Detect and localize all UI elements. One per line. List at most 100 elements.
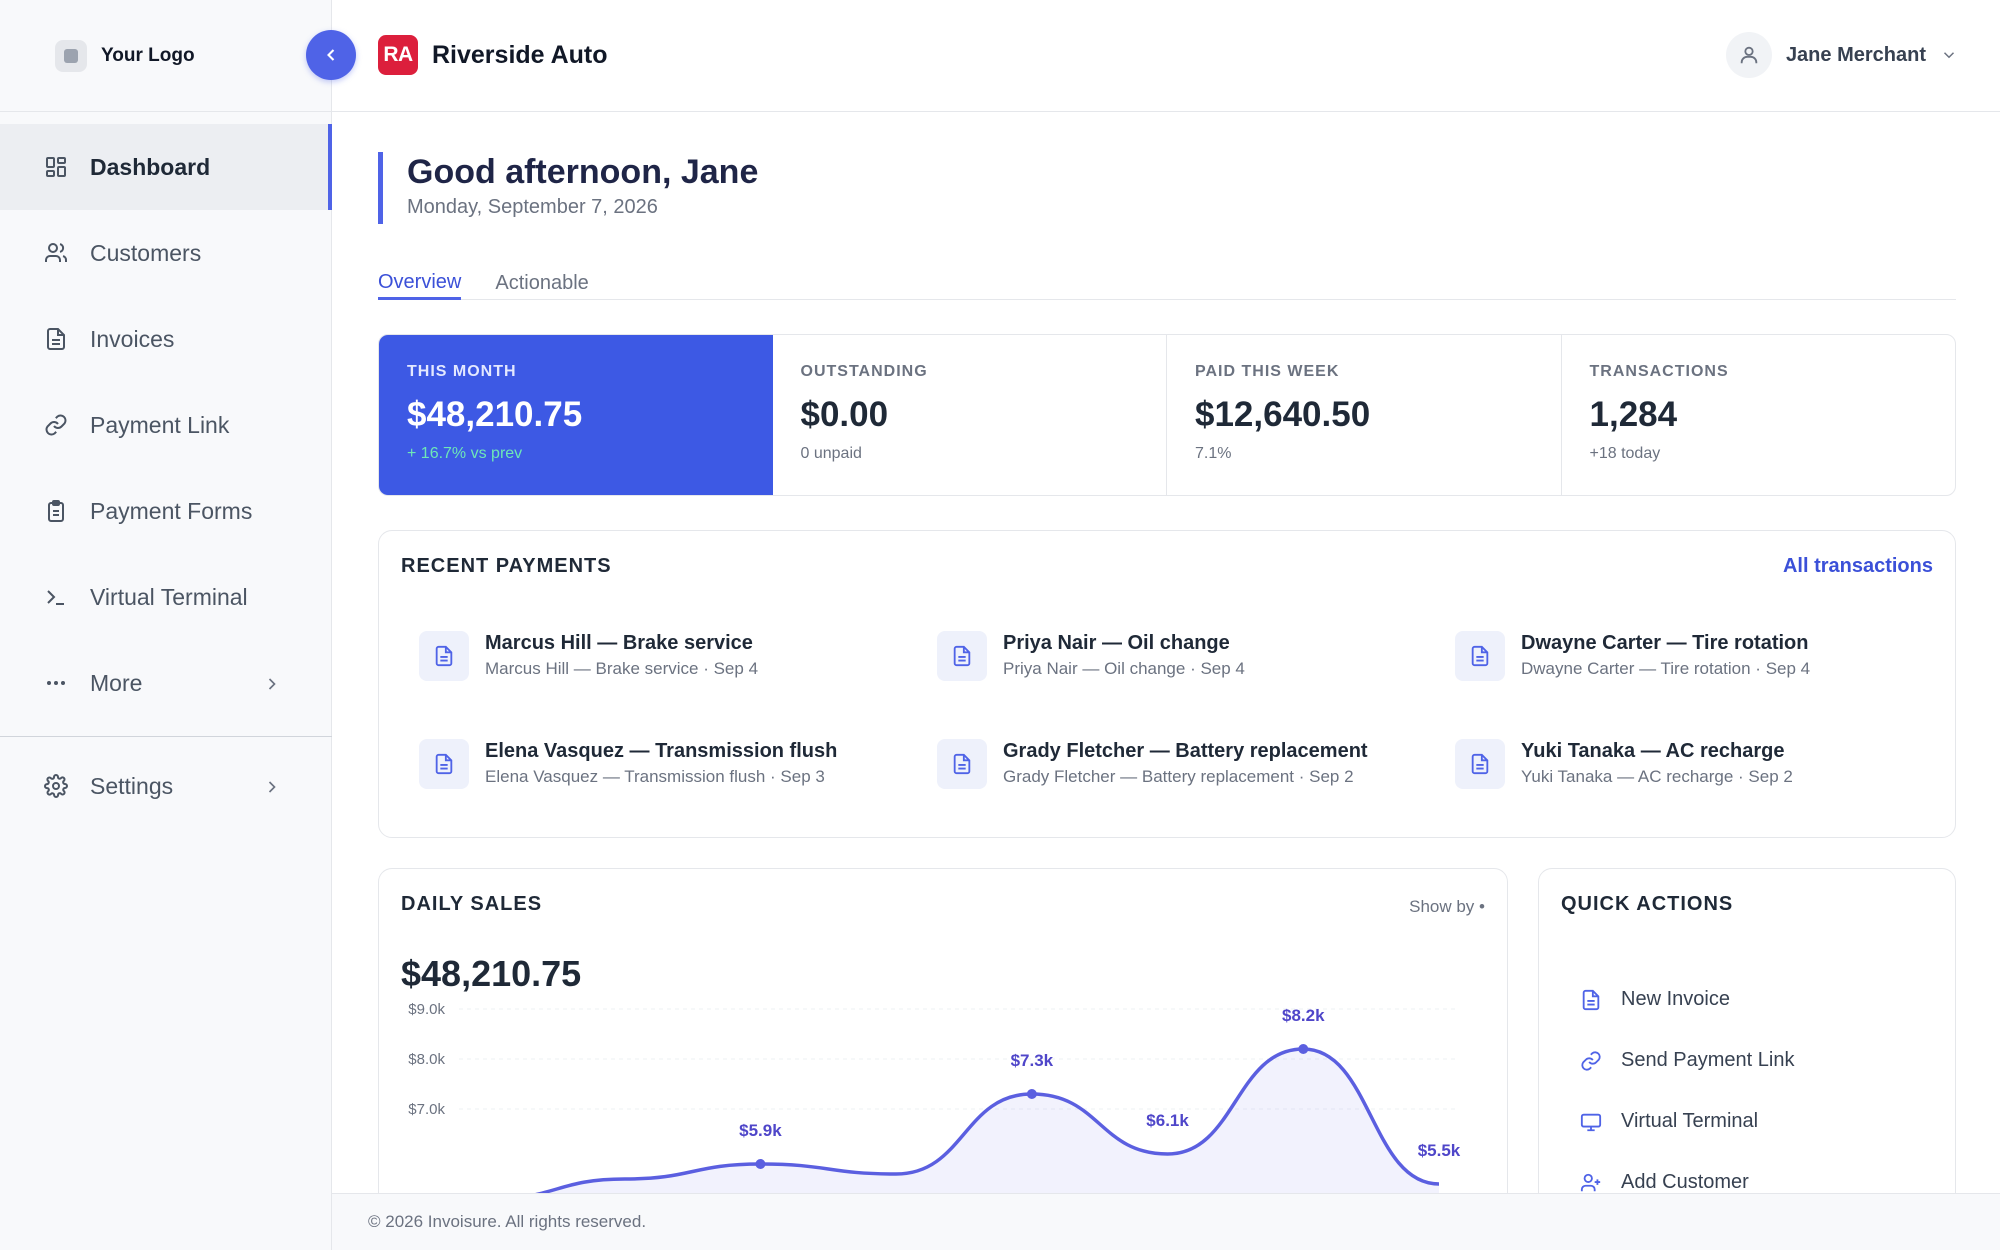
data-label: $6.1k bbox=[1146, 1111, 1189, 1130]
daily-sales-title: DAILY SALES bbox=[401, 893, 543, 915]
payment-title: Priya Nair — Oil change bbox=[1003, 632, 1230, 654]
stat-label: THIS MONTH bbox=[407, 363, 517, 380]
sidebar-item-payment-forms[interactable]: Payment Forms bbox=[0, 468, 332, 554]
payment-item[interactable]: Dwayne Carter — Tire rotation Dwayne Cart… bbox=[1455, 631, 1919, 683]
terminal-icon bbox=[44, 585, 68, 609]
link-icon bbox=[44, 413, 68, 437]
data-label: $5.5k bbox=[1418, 1141, 1461, 1160]
all-transactions-link[interactable]: All transactions bbox=[1782, 555, 1933, 577]
sidebar-item-label: Customers bbox=[90, 239, 202, 266]
payment-title: Dwayne Carter — Tire rotation bbox=[1521, 632, 1809, 654]
sidebar-item-invoices[interactable]: Invoices bbox=[0, 296, 332, 382]
tab-overview[interactable]: Overview bbox=[378, 252, 462, 300]
sidebar-item-customers[interactable]: Customers bbox=[0, 210, 332, 296]
top-header: RA Riverside Auto Jane Merchant bbox=[332, 0, 2000, 112]
recent-payments-card: RECENT PAYMENTS All transactions Marcus … bbox=[378, 530, 1956, 838]
page-title: Good afternoon, Jane bbox=[407, 153, 759, 191]
document-icon bbox=[937, 631, 987, 681]
payment-item[interactable]: Elena Vasquez — Transmission flush Elena … bbox=[419, 739, 937, 791]
user-plus-icon bbox=[1579, 1171, 1603, 1195]
sidebar-item-payment-link[interactable]: Payment Link bbox=[0, 382, 332, 468]
current-date: Monday, September 7, 2026 bbox=[407, 196, 658, 218]
users-icon bbox=[44, 241, 68, 265]
payment-title: Yuki Tanaka — AC recharge bbox=[1521, 740, 1785, 762]
payment-item[interactable]: Marcus Hill — Brake service Marcus Hill —… bbox=[419, 631, 937, 683]
sidebar-settings: Settings bbox=[0, 743, 332, 829]
chevron-right-icon bbox=[262, 673, 282, 700]
sidebar-item-settings[interactable]: Settings bbox=[0, 743, 332, 829]
payment-item[interactable]: Yuki Tanaka — AC recharge Yuki Tanaka — A… bbox=[1455, 739, 1919, 791]
sidebar-divider bbox=[0, 111, 332, 112]
stat-label: OUTSTANDING bbox=[800, 363, 928, 380]
tabs: Overview Actionable bbox=[378, 252, 1956, 300]
sidebar-item-virtual-terminal[interactable]: Virtual Terminal bbox=[0, 554, 332, 640]
document-icon bbox=[1579, 988, 1603, 1012]
data-label: $5.9k bbox=[739, 1121, 782, 1140]
quick-action-send-payment-link[interactable]: Send Payment Link bbox=[1579, 1030, 1794, 1091]
sidebar-item-more[interactable]: More bbox=[0, 640, 332, 726]
quick-action-add-customer[interactable]: Add Customer bbox=[1579, 1152, 1794, 1213]
sidebar-item-dashboard[interactable]: Dashboard bbox=[0, 124, 332, 210]
logo[interactable]: Your Logo bbox=[55, 40, 195, 72]
stat-value: $48,210.75 bbox=[407, 395, 583, 434]
quick-action-new-invoice[interactable]: New Invoice bbox=[1579, 969, 1794, 1030]
recent-payments-list: Marcus Hill — Brake service Marcus Hill —… bbox=[419, 631, 1919, 791]
dot-icon: • bbox=[1479, 897, 1485, 916]
quick-actions-list: New Invoice Send Payment Link Virtual Te… bbox=[1579, 969, 1794, 1213]
user-name: Jane Merchant bbox=[1785, 43, 1926, 66]
stat-value: $12,640.50 bbox=[1195, 395, 1371, 434]
stat-card-this-month: THIS MONTH $48,210.75 + 16.7% vs prev bbox=[379, 335, 773, 495]
greeting: Good afternoon, Jane Monday, September 7… bbox=[378, 152, 758, 224]
sidebar-item-label: Virtual Terminal bbox=[90, 583, 248, 610]
payment-subtitle: Dwayne Carter — Tire rotation · Sep 4 bbox=[1521, 659, 1811, 678]
footer: © 2026 Invoisure. All rights reserved. bbox=[332, 1193, 2000, 1250]
sidebar-item-label: Settings bbox=[90, 772, 174, 799]
sales-point[interactable] bbox=[1026, 1089, 1037, 1099]
user-menu[interactable]: Jane Merchant bbox=[1725, 32, 1958, 78]
brand-badge: RA bbox=[378, 35, 418, 75]
brand: RA Riverside Auto bbox=[378, 35, 608, 75]
document-icon bbox=[937, 739, 987, 789]
sales-point[interactable] bbox=[1298, 1044, 1309, 1054]
footer-copyright: © 2026 Invoisure. All rights reserved. bbox=[368, 1212, 647, 1231]
stat-card-outstanding: OUTSTANDING $0.00 0 unpaid bbox=[773, 335, 1167, 495]
collapse-sidebar-button[interactable] bbox=[306, 30, 356, 80]
logo-text: Your Logo bbox=[101, 45, 195, 66]
payment-title: Marcus Hill — Brake service bbox=[485, 632, 753, 654]
quick-action-virtual-terminal[interactable]: Virtual Terminal bbox=[1579, 1091, 1794, 1152]
stat-value: $0.00 bbox=[800, 395, 889, 434]
link-icon bbox=[1579, 1049, 1603, 1073]
recent-payments-title: RECENT PAYMENTS bbox=[401, 555, 612, 577]
quick-action-label: Send Payment Link bbox=[1621, 1049, 1795, 1071]
payment-item[interactable]: Grady Fletcher — Battery replacement Grad… bbox=[937, 739, 1455, 791]
more-icon bbox=[44, 671, 68, 695]
sidebar: Your Logo Dashboard Customers Invoices bbox=[0, 0, 332, 1250]
y-tick-label: $8.0k bbox=[408, 1051, 445, 1068]
stat-sub: 7.1% bbox=[1195, 445, 1232, 462]
payment-subtitle: Marcus Hill — Brake service · Sep 4 bbox=[485, 659, 759, 678]
daily-sales-total: $48,210.75 bbox=[401, 953, 582, 994]
chevron-left-icon bbox=[327, 49, 335, 61]
daily-sales-card: DAILY SALES Show by • $48,210.75 $9.0k $8… bbox=[378, 868, 1508, 1250]
document-icon bbox=[44, 327, 68, 351]
quick-action-label: New Invoice bbox=[1621, 988, 1730, 1010]
show-by-dropdown[interactable]: Show by • bbox=[1409, 897, 1485, 917]
sales-point[interactable] bbox=[755, 1159, 766, 1169]
quick-actions-card: QUICK ACTIONS New Invoice Send Payment L… bbox=[1538, 868, 1956, 1250]
chevron-right-icon bbox=[262, 776, 282, 803]
user-icon bbox=[1740, 46, 1758, 64]
stat-sub: +18 today bbox=[1589, 445, 1661, 462]
stat-value: 1,284 bbox=[1589, 395, 1678, 434]
stat-card-paid-this-week: PAID THIS WEEK $12,640.50 7.1% bbox=[1167, 335, 1562, 495]
sidebar-item-label: Payment Link bbox=[90, 411, 230, 438]
payment-subtitle: Elena Vasquez — Transmission flush · Sep… bbox=[485, 767, 825, 786]
quick-action-label: Virtual Terminal bbox=[1621, 1110, 1759, 1132]
sidebar-item-label: Payment Forms bbox=[90, 497, 253, 524]
stat-label: TRANSACTIONS bbox=[1589, 363, 1729, 380]
sidebar-item-label: Dashboard bbox=[90, 153, 211, 180]
payment-item[interactable]: Priya Nair — Oil change Priya Nair — Oil … bbox=[937, 631, 1455, 683]
clipboard-icon bbox=[44, 499, 68, 523]
gear-icon bbox=[44, 774, 68, 798]
tab-actionable[interactable]: Actionable bbox=[495, 272, 589, 294]
stat-sub: + 16.7% vs prev bbox=[407, 445, 523, 462]
